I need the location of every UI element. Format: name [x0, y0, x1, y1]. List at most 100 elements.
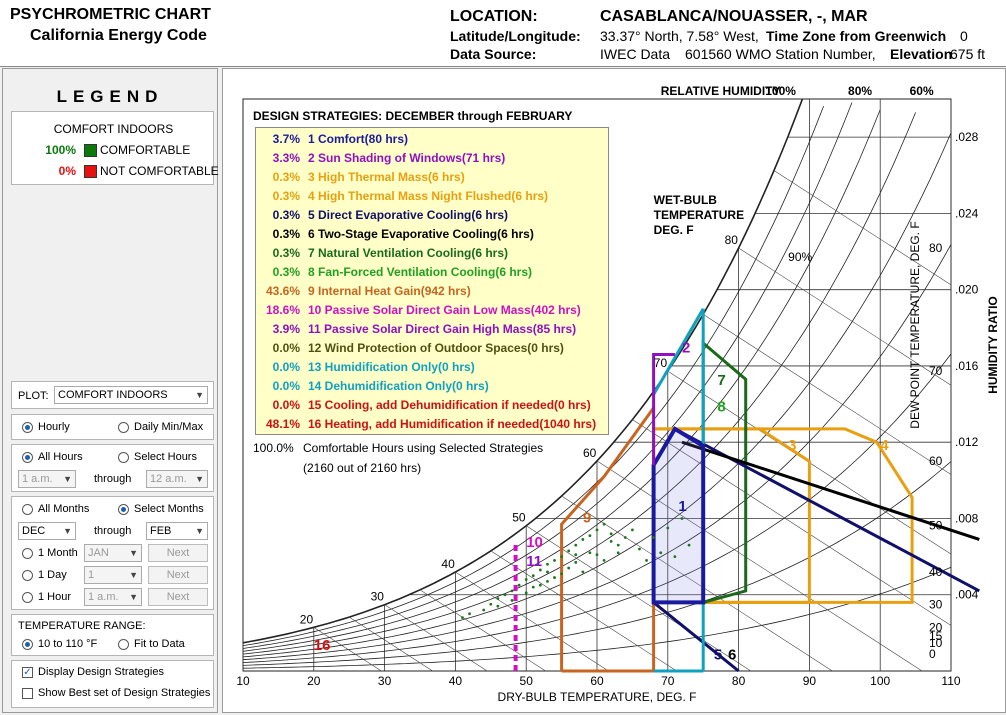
one-hour-radio[interactable]	[22, 592, 33, 603]
show-best-label: Show Best set of Design Strategies	[38, 687, 211, 699]
chart-text: 10 20 30 40 50 60 70 80 90 100 110.028.024.020.016…	[236, 84, 1000, 704]
show-best-checkbox[interactable]	[22, 688, 33, 699]
rh-curve	[242, 99, 804, 644]
latlon-label: Latitude/Longitude:	[450, 28, 581, 44]
elevation-label: Elevation	[890, 46, 953, 62]
plot-select[interactable]: COMFORT INDOORS ▼	[54, 386, 208, 404]
all-months-radio[interactable]	[22, 504, 33, 515]
strategy-label: 2 Sun Shading of Windows(71 hrs)	[308, 151, 506, 165]
zone-number-label: 8	[717, 399, 725, 416]
wetbulb-line	[632, 419, 952, 626]
wetbulb-line	[773, 170, 952, 286]
legend-not-comfortable-pct: 0%	[58, 164, 76, 178]
rh-curve	[242, 132, 952, 658]
plot-panel: PLOT: COMFORT INDOORS ▼	[11, 381, 214, 409]
data-point	[560, 572, 563, 576]
wetbulb-line	[490, 550, 677, 672]
data-point	[468, 612, 471, 616]
wetbulb-line	[703, 314, 952, 475]
data-point	[631, 528, 634, 532]
month-to-value: FEB	[150, 525, 172, 537]
zone-number-label: 10	[526, 534, 543, 551]
chevron-down-icon: ▼	[195, 390, 204, 400]
hr-tick-label: .028	[955, 130, 979, 144]
display-strategies-label: Display Design Strategies	[38, 666, 164, 678]
wetbulb-line	[561, 495, 833, 672]
hr-tick-label: .012	[955, 435, 979, 449]
strategy-label: 1 Comfort(80 hrs)	[308, 132, 409, 146]
plot-select-value: COMFORT INDOORS	[58, 389, 168, 401]
location-value: CASABLANCA/NOUASSER, -, MAR	[600, 8, 868, 25]
month-from-value: DEC	[22, 525, 46, 537]
rh-curve	[242, 105, 824, 646]
data-point	[524, 578, 528, 581]
data-point	[595, 553, 599, 557]
month-from-select[interactable]: DEC ▼	[18, 522, 76, 540]
x-tick-label: 60	[590, 674, 604, 688]
wetbulb-note: DEG. F	[654, 223, 694, 237]
data-point	[560, 555, 563, 558]
range-default-radio[interactable]	[22, 639, 33, 650]
legend-comfortable-pct: 100%	[45, 143, 76, 157]
hours-panel: All Hours Select Hours 1 a.m. ▼ through 1…	[11, 444, 214, 492]
hr-tick-label: .004	[955, 588, 979, 602]
one-month-radio[interactable]	[22, 548, 33, 559]
next-hour-button[interactable]: Next	[148, 588, 208, 606]
strategy-label: 5 Direct Evaporative Cooling(6 hrs)	[308, 208, 509, 222]
wetbulb-tick-label: 40	[441, 557, 455, 571]
next-day-button[interactable]: Next	[148, 566, 208, 584]
hourly-radio[interactable]	[22, 422, 33, 433]
dewpoint-tick-label: 10	[929, 636, 943, 650]
x-axis-label: DRY-BULB TEMPERATURE, DEG. F	[498, 690, 697, 704]
timezone-label: Time Zone from Greenwich	[766, 28, 947, 44]
strategy-pct: 18.6%	[265, 303, 300, 317]
rh-curve	[242, 102, 853, 649]
data-point	[546, 562, 549, 566]
strategy-options-panel: ✓ Display Design Strategies Show Best se…	[11, 660, 214, 708]
data-point	[588, 534, 592, 538]
one-day-radio[interactable]	[22, 570, 33, 581]
elevation-value: 675 ft	[950, 46, 986, 62]
wetbulb-line	[313, 627, 382, 672]
hr-tick-label: .020	[955, 283, 979, 297]
chevron-down-icon: ▼	[129, 592, 138, 602]
month-to-select[interactable]: FEB ▼	[146, 522, 208, 540]
zone-number-label: 1	[678, 498, 686, 515]
x-tick-label: 90	[803, 674, 817, 688]
psychrometric-chart: 10 20 30 40 50 60 70 80 90 100 110.028.024.020.016…	[236, 84, 1000, 704]
zone-number-label: 7	[717, 372, 725, 389]
all-hours-radio[interactable]	[22, 452, 33, 463]
hr-tick-label: .016	[955, 359, 979, 373]
data-point	[510, 589, 514, 593]
x-tick-label: 20	[307, 674, 321, 688]
range-fit-radio[interactable]	[118, 639, 129, 650]
data-point	[531, 574, 535, 578]
one-day-select[interactable]: 1 ▼	[84, 566, 142, 584]
station-number: 601560 WMO Station Number,	[685, 46, 876, 62]
hour-to-select[interactable]: 12 a.m. ▼	[146, 470, 208, 488]
one-hour-select[interactable]: 1 a.m. ▼	[84, 588, 142, 606]
strategy-label: 7 Natural Ventilation Cooling(6 hrs)	[308, 246, 509, 260]
wetbulb-line	[526, 525, 752, 672]
data-point	[609, 539, 613, 543]
select-months-radio[interactable]	[118, 504, 129, 515]
hr-tick-label: .024	[955, 206, 979, 220]
data-point	[517, 583, 521, 587]
select-hours-radio[interactable]	[118, 452, 129, 463]
data-point	[673, 555, 677, 558]
chevron-down-icon: ▼	[195, 474, 204, 484]
data-point	[652, 536, 656, 539]
select-hours-label: Select Hours	[134, 451, 197, 463]
zone-number-label: 3	[788, 437, 796, 454]
one-month-select[interactable]: JAN ▼	[84, 544, 142, 562]
zone-number-label: 11	[526, 553, 542, 570]
chevron-down-icon: ▼	[195, 526, 204, 536]
display-strategies-checkbox[interactable]: ✓	[22, 667, 33, 678]
daily-radio[interactable]	[118, 422, 129, 433]
rh-curve	[242, 353, 952, 663]
zone-internal-heat-gain	[560, 407, 655, 671]
next-month-button[interactable]: Next	[148, 544, 208, 562]
wetbulb-line	[384, 604, 488, 672]
hour-from-select[interactable]: 1 a.m. ▼	[18, 470, 76, 488]
zone-number-label: 2	[682, 340, 690, 357]
